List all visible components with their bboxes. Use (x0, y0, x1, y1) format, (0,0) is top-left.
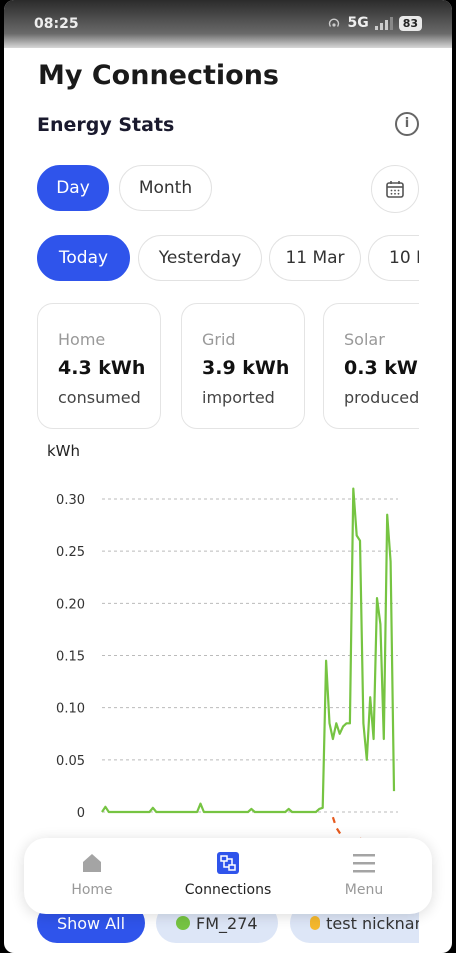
stat-label: Home (58, 330, 106, 349)
info-icon[interactable]: i (395, 112, 419, 136)
filter-label: FM_274 (196, 913, 258, 933)
stat-caption: produced (344, 388, 419, 407)
stat-card-solar: Solar 0.3 kWh produced (323, 303, 419, 429)
y-tick-label: 0.15 (56, 650, 85, 665)
y-tick-label: 0.05 (56, 754, 85, 769)
y-tick-label: 0.30 (56, 493, 85, 508)
hotspot-icon (329, 18, 340, 27)
nav-menu[interactable]: Menu (296, 838, 432, 914)
battery-icon: 83 (398, 15, 422, 31)
date-chip-today[interactable]: Today (37, 235, 130, 281)
menu-icon (353, 854, 375, 873)
stat-caption: consumed (58, 388, 141, 407)
nav-label: Connections (184, 882, 272, 898)
stat-label: Grid (202, 330, 236, 349)
legend-dot (176, 916, 190, 930)
page-title: My Connections (38, 60, 279, 91)
stat-card-grid: Grid 3.9 kWh imported (181, 303, 305, 429)
stat-label: Solar (344, 330, 385, 349)
calendar-button[interactable] (371, 165, 419, 213)
y-tick-label: 0.10 (56, 702, 85, 717)
y-tick-label: 0 (77, 806, 85, 821)
status-icons: 5G 83 (327, 15, 422, 31)
series-line-consumption (101, 487, 396, 814)
chart-ylabel: kWh (47, 442, 81, 460)
filter-label: test nickname (326, 913, 419, 933)
stat-caption: imported (202, 388, 275, 407)
legend-dot (310, 916, 321, 930)
series-line-export (331, 816, 363, 840)
status-time: 08:25 (34, 16, 79, 32)
app-screen: 08:25 5G 83 My Connections Energy Stats … (4, 0, 452, 953)
y-tick-label: 0.25 (56, 545, 85, 560)
connections-icon (217, 852, 239, 874)
nav-connections[interactable]: Connections (160, 838, 296, 914)
scroll-region: Today Yesterday 11 Mar 10 Mar Home 4.3 k… (4, 0, 419, 953)
date-chip-11-mar[interactable]: 11 Mar (269, 235, 361, 281)
nav-home[interactable]: Home (24, 838, 160, 914)
date-chip-10-mar[interactable]: 10 Mar (368, 235, 419, 281)
y-tick-label: 0.20 (56, 597, 85, 612)
stat-value: 4.3 kWh (58, 357, 146, 379)
tab-day[interactable]: Day (37, 165, 109, 211)
signal-icon (374, 16, 393, 30)
network-type: 5G (347, 15, 369, 31)
status-bar: 08:25 5G 83 (4, 0, 452, 48)
tab-month[interactable]: Month (119, 165, 212, 211)
stat-value: 0.3 kWh (344, 357, 419, 379)
section-title: Energy Stats (37, 114, 175, 136)
bottom-nav: Home Connections Menu (24, 838, 432, 914)
stat-card-home: Home 4.3 kWh consumed (37, 303, 161, 429)
energy-chart: 0.30 0.25 0.20 0.15 0.10 0.05 0 (56, 487, 398, 840)
calendar-icon (386, 181, 404, 198)
nav-label: Home (71, 882, 113, 898)
date-chip-yesterday[interactable]: Yesterday (138, 235, 262, 281)
stat-value: 3.9 kWh (202, 357, 290, 379)
home-icon (83, 854, 101, 872)
nav-label: Menu (344, 882, 384, 898)
